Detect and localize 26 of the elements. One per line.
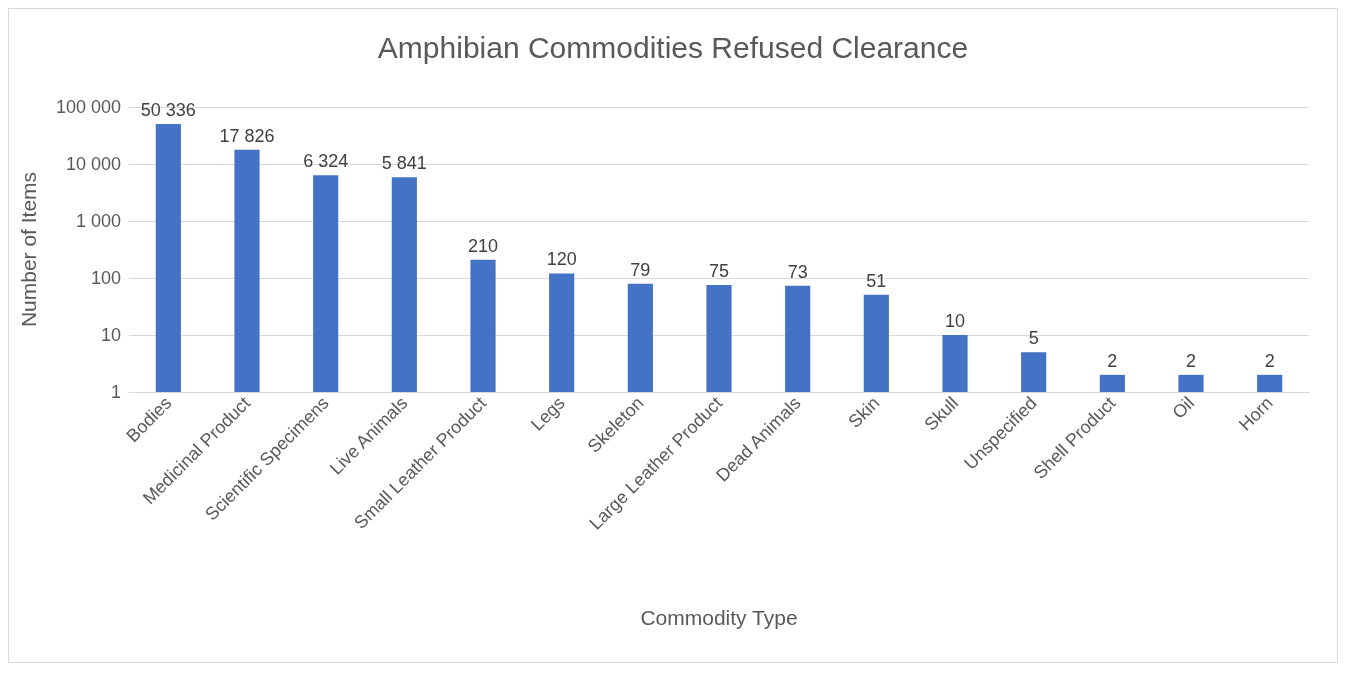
data-label: 50 336 — [140, 99, 196, 120]
data-label: 120 — [546, 249, 577, 270]
x-axis-title: Commodity Type — [640, 606, 798, 629]
y-tick-label: 1 000 — [75, 211, 121, 231]
data-label: 6 324 — [303, 151, 349, 172]
y-tick-label: 100 — [90, 268, 121, 288]
y-axis-title: Number of Items — [17, 171, 40, 328]
data-label: 51 — [866, 270, 887, 291]
data-label: 2 — [1264, 350, 1275, 371]
data-label: 79 — [630, 259, 651, 280]
y-tick-label: 100 000 — [55, 97, 121, 117]
data-label: 5 841 — [381, 153, 427, 174]
data-label: 2 — [1107, 350, 1118, 371]
data-label: 75 — [708, 261, 730, 282]
y-tick-label: 10 000 — [65, 154, 121, 174]
data-label: 2 — [1185, 350, 1197, 371]
data-label: 210 — [467, 235, 499, 256]
data-label: 10 — [944, 311, 966, 331]
y-tick-label: 1 — [110, 382, 121, 402]
data-label: 73 — [787, 261, 808, 282]
y-tick-label: 10 — [100, 325, 121, 345]
chart-title: Amphibian Commodities Refused Clearance — [377, 30, 969, 64]
x-tick-label: Oil — [1168, 392, 1199, 423]
data-label: 5 — [1028, 328, 1039, 349]
data-label: 17 826 — [219, 125, 275, 146]
x-tick-label: Skin — [844, 392, 884, 432]
